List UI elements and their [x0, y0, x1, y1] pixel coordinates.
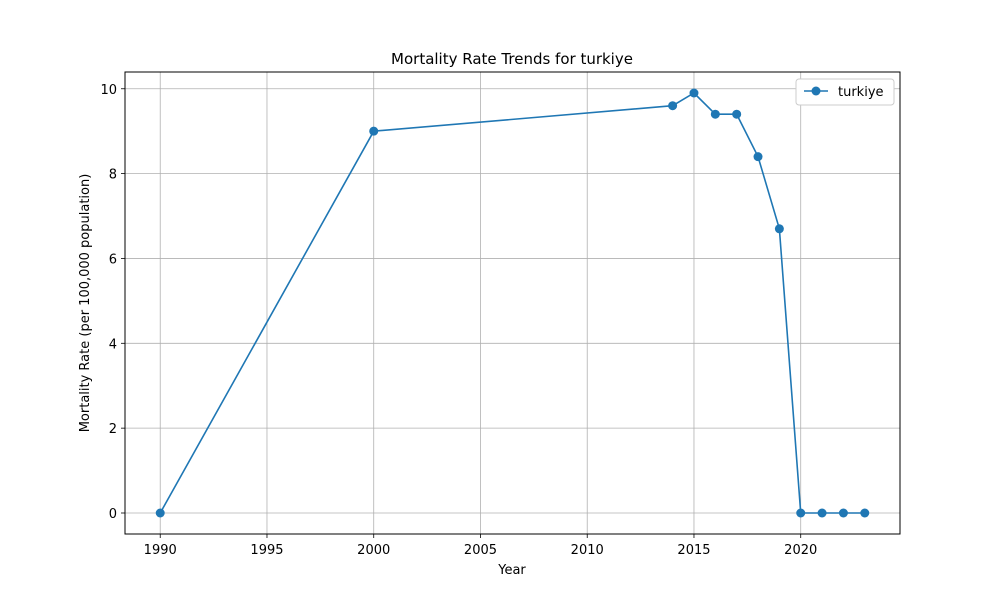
data-point [155, 508, 165, 518]
x-axis-ticks: 1990 1995 2000 2005 2010 2015 2020 [144, 534, 817, 558]
series-layer [155, 88, 870, 518]
legend-marker [811, 86, 821, 96]
y-axis-ticks: 0 2 4 6 8 10 [100, 83, 125, 522]
data-point [774, 224, 784, 234]
y-tick-label: 4 [109, 337, 117, 352]
x-tick-label: 2005 [464, 543, 497, 558]
x-tick-label: 2015 [677, 543, 710, 558]
data-point [710, 109, 720, 119]
data-point [732, 109, 742, 119]
y-tick-label: 2 [109, 422, 117, 437]
x-tick-label: 1995 [250, 543, 283, 558]
y-tick-label: 8 [109, 168, 117, 183]
legend: turkiye [795, 78, 895, 106]
x-axis-label: Year [497, 563, 526, 578]
data-point [753, 152, 763, 162]
data-point [689, 88, 699, 98]
y-tick-label: 0 [109, 507, 117, 522]
y-axis-label: Mortality Rate (per 100,000 population) [78, 174, 93, 433]
data-point [796, 508, 806, 518]
x-tick-label: 2010 [571, 543, 604, 558]
data-point [838, 508, 848, 518]
data-point [668, 101, 678, 111]
y-tick-label: 10 [100, 83, 117, 98]
y-tick-label: 6 [109, 252, 117, 267]
data-point [817, 508, 827, 518]
legend-box [795, 78, 895, 106]
legend-label: turkiye [838, 85, 884, 100]
x-tick-label: 1990 [144, 543, 177, 558]
grid-lines [125, 72, 900, 534]
plot-area [124, 71, 901, 535]
x-tick-label: 2000 [357, 543, 390, 558]
x-tick-label: 2020 [784, 543, 817, 558]
data-point [369, 126, 379, 136]
data-point [860, 508, 870, 518]
chart-title: Mortality Rate Trends for turkiye [391, 50, 633, 68]
